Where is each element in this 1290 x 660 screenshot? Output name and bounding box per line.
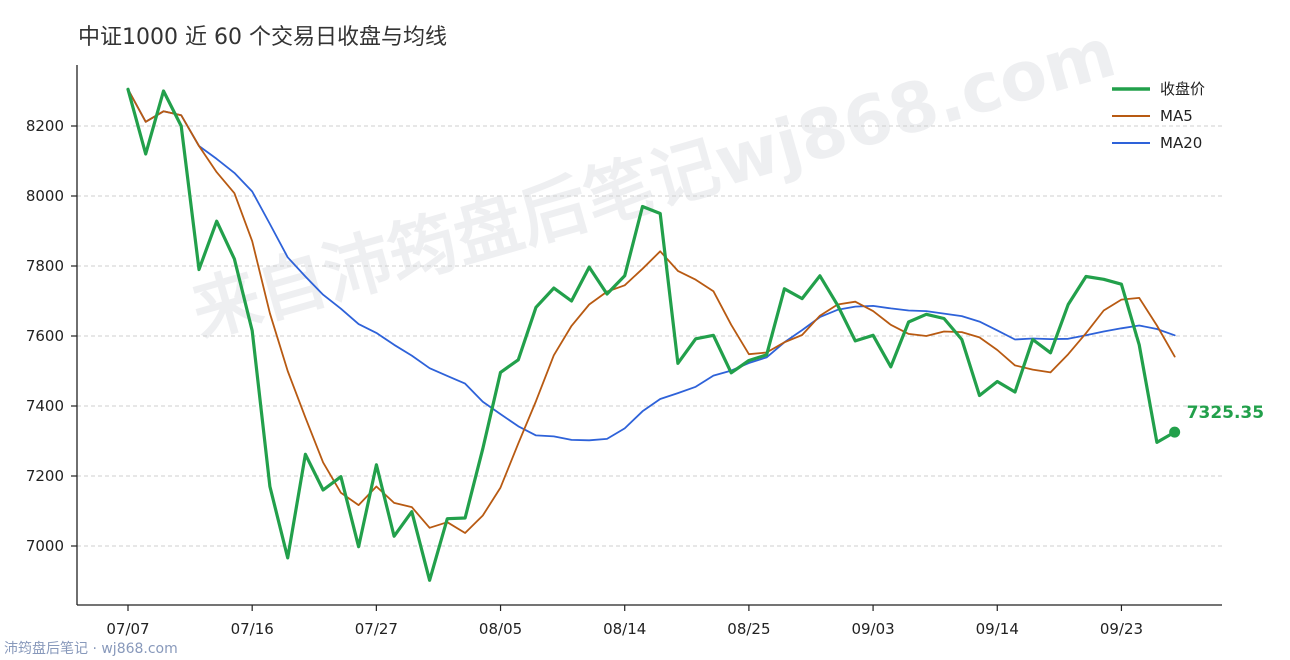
legend-label: MA5: [1160, 107, 1193, 125]
y-tick-label: 7000: [26, 537, 64, 555]
y-tick-label: 7600: [26, 327, 64, 345]
y-tick-label: 8000: [26, 187, 64, 205]
x-tick-label: 08/25: [727, 620, 770, 638]
legend: 收盘价 MA5 MA20: [1112, 80, 1205, 152]
close-series-line: [126, 87, 1177, 582]
last-close-label: 7325.35: [1187, 403, 1264, 423]
x-tick-label: 07/07: [106, 620, 149, 638]
series: 7325.35: [126, 87, 1264, 582]
ma20-series-line: [127, 88, 1176, 442]
x-tick-label: 08/14: [603, 620, 646, 638]
last-close-point: [1169, 426, 1181, 438]
y-tick-label: 7200: [26, 467, 64, 485]
watermark: 来自沛筠盘后笔记wj868.com: [184, 14, 1125, 353]
x-tick-label: 08/05: [479, 620, 522, 638]
x-tick-label: 09/23: [1100, 620, 1143, 638]
y-tick-label: 8200: [26, 117, 64, 135]
legend-label: 收盘价: [1160, 80, 1205, 98]
y-tick-label: 7800: [26, 257, 64, 275]
chart-title: 中证1000 近 60 个交易日收盘与均线: [78, 25, 447, 50]
footer-credit: 沛筠盘后笔记 · wj868.com: [4, 640, 178, 657]
legend-label: MA20: [1160, 134, 1202, 152]
x-tick-label: 07/16: [231, 620, 274, 638]
x-tick-label: 09/03: [851, 620, 894, 638]
ma5-series-line: [127, 88, 1176, 534]
y-tick-label: 7400: [26, 397, 64, 415]
x-tick-label: 09/14: [976, 620, 1019, 638]
x-tick-label: 07/27: [355, 620, 398, 638]
axes: 7000 7200 7400 7600 7800 8000 8200 07/07 07/16 07…: [26, 65, 1222, 638]
